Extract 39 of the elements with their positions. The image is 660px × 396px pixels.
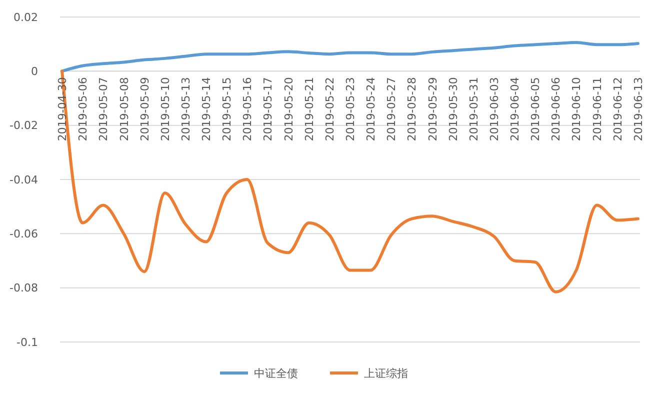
- x-tick-label: 2019-05-15: [220, 77, 234, 142]
- x-tick-label: 2019-04-30: [56, 77, 70, 142]
- x-tick-label: 2019-05-14: [200, 77, 214, 142]
- x-tick-label: 2019-06-10: [570, 77, 584, 142]
- x-tick-label: 2019-05-27: [385, 77, 398, 142]
- x-tick-label: 2019-06-12: [611, 77, 624, 142]
- x-tick-label: 2019-05-16: [241, 77, 254, 142]
- line-series: [60, 40, 640, 73]
- x-tick-label: 2019-05-30: [446, 77, 460, 142]
- x-tick-label: 2019-05-17: [262, 77, 275, 142]
- legend-label: 中证全债: [254, 366, 298, 380]
- x-tick-label: 2019-05-29: [426, 77, 440, 142]
- x-tick-label: 2019-05-20: [282, 77, 296, 142]
- legend-label: 上证综指: [364, 366, 408, 380]
- x-tick-label: 2019-05-31: [467, 77, 480, 142]
- x-tick-label: 2019-05-07: [97, 77, 110, 142]
- x-tick-label: 2019-06-04: [508, 77, 522, 142]
- x-tick-label: 2019-06-05: [529, 77, 542, 142]
- x-tick-label: 2019-06-03: [488, 77, 501, 142]
- x-tick-label: 2019-05-22: [323, 77, 336, 142]
- x-tick-label: 2019-06-06: [550, 77, 563, 142]
- x-tick-label: 2019-05-21: [302, 77, 316, 142]
- x-tick-label: 2019-05-23: [344, 77, 357, 142]
- x-tick-label: 2019-06-11: [590, 77, 604, 142]
- x-tick-label: 2019-06-13: [632, 77, 645, 142]
- y-tick-label: -0.02: [10, 119, 38, 132]
- y-tick-label: -0.04: [10, 173, 38, 186]
- y-tick-label: -0.08: [10, 282, 38, 295]
- x-tick-label: 2019-05-10: [158, 77, 172, 142]
- x-tick-label: 2019-05-13: [179, 77, 192, 142]
- y-tick-label: -0.1: [16, 336, 38, 349]
- x-tick-label: 2019-05-28: [406, 77, 419, 142]
- x-tick-label: 2019-05-06: [76, 77, 90, 142]
- y-tick-label: 0: [31, 65, 38, 78]
- y-tick-label: -0.06: [10, 228, 38, 241]
- x-tick-label: 2019-05-09: [138, 77, 152, 142]
- y-tick-label: 0.02: [14, 10, 38, 24]
- x-tick-label: 2019-05-24: [364, 77, 378, 142]
- x-tick-label: 2019-05-08: [118, 77, 131, 142]
